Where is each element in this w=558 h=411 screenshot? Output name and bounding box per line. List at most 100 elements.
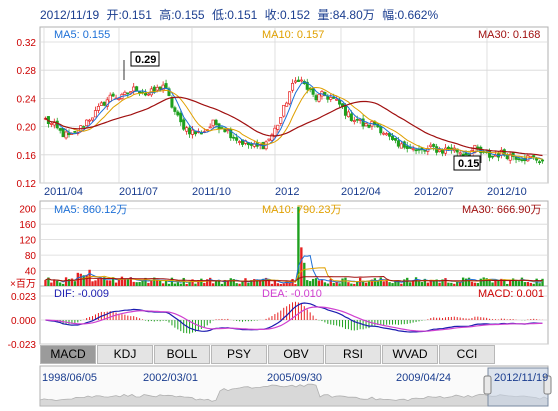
candle [346,111,350,118]
candle [111,93,115,97]
candle [411,148,415,150]
volume-bar [485,278,488,286]
low-annotation-box [453,155,481,171]
high-annotation-box [130,51,160,67]
volume-bar [267,280,271,286]
volume-bar [479,278,482,286]
dif-line [45,302,543,333]
volume-bar [106,280,109,286]
dif-label: DIF: -0.009 [54,288,109,300]
candle [96,106,100,111]
candle [296,79,300,82]
tab-psy[interactable]: PSY [211,345,267,364]
volume-bar [297,206,300,286]
candle [108,94,112,102]
volume-bar [311,278,315,286]
volume-bar [332,282,335,286]
volume-bar [94,280,97,286]
candle [343,104,347,116]
candle [317,93,321,102]
price-ma30-label: MA30: 0.168 [478,29,540,41]
volume-bar [229,278,232,286]
volume-bar [435,279,438,286]
date-tick-label: 2012/04 [341,186,381,198]
candle [493,154,497,157]
volume-bar [132,281,135,286]
volume-bar [482,277,485,286]
nav-date-3: 2005/09/30 [267,372,322,384]
volume-bar [182,277,185,286]
candle [223,128,227,133]
candle [185,127,189,132]
volume-bar [211,283,215,286]
volume-bar [244,278,247,286]
volume-bar [70,278,74,286]
vol-ma30-line [45,275,543,282]
volume-bar [511,278,515,286]
candle [193,131,197,135]
volume-bar [50,282,53,286]
candle [91,117,95,121]
volume-bar [303,262,306,286]
candle [314,95,318,101]
volume-bar [214,280,218,286]
volume-bar [467,277,471,286]
candle [158,86,162,90]
volume-bar [109,280,112,286]
volume-bar [111,277,115,286]
vol-unit: ×百万 [10,278,36,290]
volume-bar [288,282,291,286]
volume-bar [326,283,329,286]
volume-bar [382,281,385,286]
candle [143,92,147,96]
volume-bar [47,277,50,286]
volume-bar [264,277,268,286]
tab-macd[interactable]: MACD [40,345,96,364]
candle [526,155,530,162]
volume-bar [432,281,435,286]
candle [393,138,397,141]
volume-bar [523,282,527,286]
candle [285,102,289,107]
tab-obv[interactable]: OBV [268,345,324,364]
volume-bar [453,283,456,286]
tab-wvad[interactable]: WVAD [382,345,438,364]
volume-bar [241,281,244,286]
candle [170,97,174,108]
navigator-right-handle[interactable] [543,375,552,395]
header-high: 0.155 [175,8,205,22]
volume-bar [126,278,129,286]
candle [367,124,371,128]
candle [61,127,65,138]
volume-bar [403,279,406,286]
tab-rsi[interactable]: RSI [325,345,381,364]
volume-bar [509,279,512,286]
candle [349,113,353,121]
volume-bar [526,281,529,286]
volume-bar [361,280,365,286]
header-info: 2012/11/19 开:0.151 高:0.155 低:0.151 收:0.1… [40,7,438,22]
volume-bar [61,283,65,286]
navigator-left-handle[interactable] [483,375,492,395]
tab-kdj[interactable]: KDJ [97,345,153,364]
date-tick-label: 2012 [275,186,299,198]
volume-bar [285,280,288,286]
candle [441,149,445,154]
price-tick-label: 0.20 [17,123,37,134]
volume-bar [150,279,153,286]
tab-boll[interactable]: BOLL [154,345,210,364]
candle [311,88,315,95]
volume-bar [426,282,429,286]
volume-bar [203,282,206,286]
candle [329,96,333,100]
volume-bar [420,282,424,286]
candle [276,124,280,130]
candle [288,91,292,105]
header-change: 0.662% [397,8,438,22]
volume-bar [209,277,212,286]
volume-bar [300,247,303,286]
candle [58,128,62,131]
tab-cci[interactable]: CCI [439,345,495,364]
volume-bar [147,282,150,286]
candle [267,138,271,141]
